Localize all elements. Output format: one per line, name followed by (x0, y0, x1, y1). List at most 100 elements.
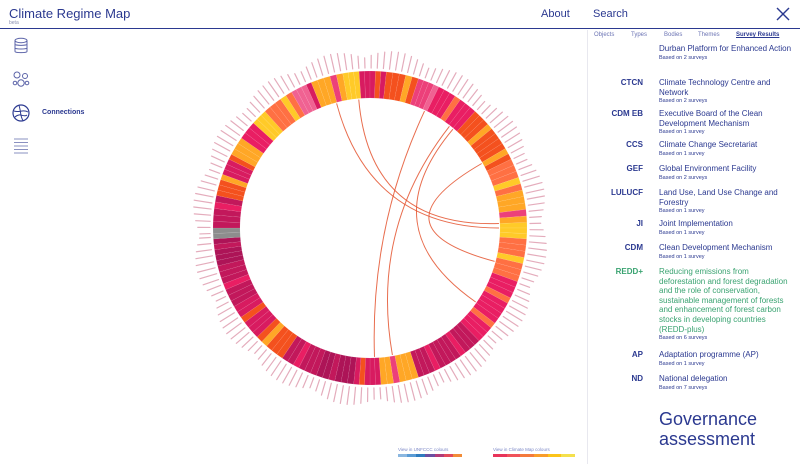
ring-segment[interactable] (440, 95, 461, 122)
ring-segment[interactable] (329, 74, 343, 103)
survey-result-row[interactable]: JI Joint Implementation Based on 1 survey (588, 219, 800, 243)
ring-segment[interactable] (498, 202, 527, 213)
ring-segment[interactable] (364, 70, 371, 99)
ring-segment[interactable] (384, 356, 394, 385)
ring-segment[interactable] (336, 73, 348, 102)
ring-segment[interactable] (467, 123, 492, 147)
connection-link[interactable] (358, 99, 499, 225)
list-icon[interactable] (11, 135, 31, 155)
ring-segment[interactable] (328, 353, 341, 382)
ring-segment[interactable] (237, 137, 264, 159)
ring-segment[interactable] (323, 76, 337, 105)
ring-segment[interactable] (218, 179, 247, 193)
tab-objects[interactable]: Objects (594, 32, 615, 38)
ring-segment[interactable] (256, 318, 281, 342)
ring-segment[interactable] (435, 92, 456, 120)
unfccc-colours-toggle[interactable]: View in UNFCCC colours (398, 447, 462, 457)
tab-types[interactable]: Types (631, 32, 648, 38)
ring-segment[interactable] (304, 345, 321, 374)
ring-segment[interactable] (491, 171, 519, 187)
ring-segment[interactable] (300, 84, 318, 112)
ring-segment[interactable] (493, 262, 522, 276)
ring-segment[interactable] (276, 332, 298, 359)
ring-segment[interactable] (281, 335, 302, 362)
ring-segment[interactable] (463, 314, 488, 337)
survey-result-row[interactable]: Durban Platform for Enhanced Action Based… (588, 44, 800, 78)
ring-segment[interactable] (223, 274, 251, 290)
ring-segment[interactable] (466, 310, 492, 333)
ring-segment[interactable] (296, 86, 314, 114)
ring-segment[interactable] (213, 208, 242, 218)
ring-segment[interactable] (498, 242, 527, 252)
tab-survey-results[interactable]: Survey Results (736, 32, 780, 38)
ring-segment[interactable] (494, 183, 523, 197)
ring-segment[interactable] (358, 70, 366, 99)
ring-segment[interactable] (305, 82, 322, 110)
connection-links[interactable] (336, 99, 500, 357)
connection-link[interactable] (428, 163, 495, 262)
ring-segment[interactable] (478, 294, 506, 314)
sidebar-label-connections[interactable]: Connections (42, 109, 85, 116)
ring-segment[interactable] (228, 154, 256, 172)
ring-segment[interactable] (374, 357, 382, 386)
ring-segment[interactable] (215, 250, 244, 261)
connection-link[interactable] (336, 103, 500, 229)
survey-result-row[interactable]: LULUCF Land Use, Land Use Change and Fore… (588, 188, 800, 219)
ring-segment[interactable] (237, 297, 264, 318)
ring-segment[interactable] (490, 272, 518, 288)
ring-segment[interactable] (256, 114, 280, 138)
ring-segment[interactable] (280, 95, 301, 122)
ring-segment[interactable] (340, 355, 352, 384)
ring-segment[interactable] (496, 252, 525, 264)
ring-segment[interactable] (274, 98, 297, 125)
ring-segment[interactable] (226, 158, 254, 176)
ring-segment[interactable] (310, 79, 327, 108)
connection-link[interactable] (415, 128, 476, 303)
ring-segment[interactable] (217, 259, 246, 273)
tab-themes[interactable]: Themes (698, 32, 720, 38)
ring-segment[interactable] (463, 119, 488, 143)
connection-link[interactable] (373, 110, 425, 357)
ring-segment[interactable] (310, 348, 326, 376)
ring-segment[interactable] (456, 321, 480, 346)
ring-segment[interactable] (216, 254, 245, 267)
connection-link[interactable] (387, 126, 450, 356)
ring-segment[interactable] (414, 348, 430, 376)
survey-result-row[interactable]: GEF Global Environment Facility Based on 2… (588, 164, 800, 188)
ring-segment[interactable] (225, 278, 253, 296)
ring-segment[interactable] (499, 215, 528, 224)
ring-segment[interactable] (484, 153, 512, 172)
ring-segment[interactable] (444, 330, 466, 357)
tab-bodies[interactable]: Bodies (664, 32, 683, 38)
ring-segment[interactable] (291, 89, 310, 116)
ring-segment[interactable] (233, 292, 261, 313)
ring-segment[interactable] (342, 72, 353, 101)
ring-segment[interactable] (499, 222, 528, 229)
ring-segment[interactable] (378, 357, 388, 385)
ring-segment[interactable] (271, 329, 294, 355)
about-link[interactable]: About (541, 8, 570, 20)
ring-segment[interactable] (369, 357, 376, 386)
survey-result-row[interactable]: ND National delegation Based on 7 surveys (588, 374, 800, 398)
ring-segment[interactable] (452, 324, 475, 350)
ring-segment[interactable] (486, 281, 514, 299)
ring-segment[interactable] (470, 306, 496, 329)
ring-segment[interactable] (219, 264, 247, 279)
survey-result-row[interactable]: CDM EB Executive Board of the Clean Devel… (588, 109, 800, 140)
ring-segment[interactable] (264, 106, 288, 132)
cluster-icon[interactable] (11, 69, 31, 89)
ring-segment[interactable] (499, 232, 528, 240)
database-icon[interactable] (11, 36, 31, 56)
ring-segment[interactable] (456, 111, 480, 136)
ring-segment[interactable] (460, 115, 484, 139)
ring-segment[interactable] (358, 357, 366, 386)
ring-segment[interactable] (248, 310, 274, 333)
climate-map-colours-toggle[interactable]: View in Climate Map colours (493, 447, 576, 457)
ring-segment[interactable] (213, 236, 241, 245)
ring-segment[interactable] (212, 214, 241, 223)
ring-segment[interactable] (374, 70, 382, 99)
ring-segment[interactable] (212, 232, 241, 240)
ring-segments[interactable] (212, 70, 528, 386)
ring-segment[interactable] (452, 107, 476, 132)
ring-segment[interactable] (473, 133, 500, 155)
